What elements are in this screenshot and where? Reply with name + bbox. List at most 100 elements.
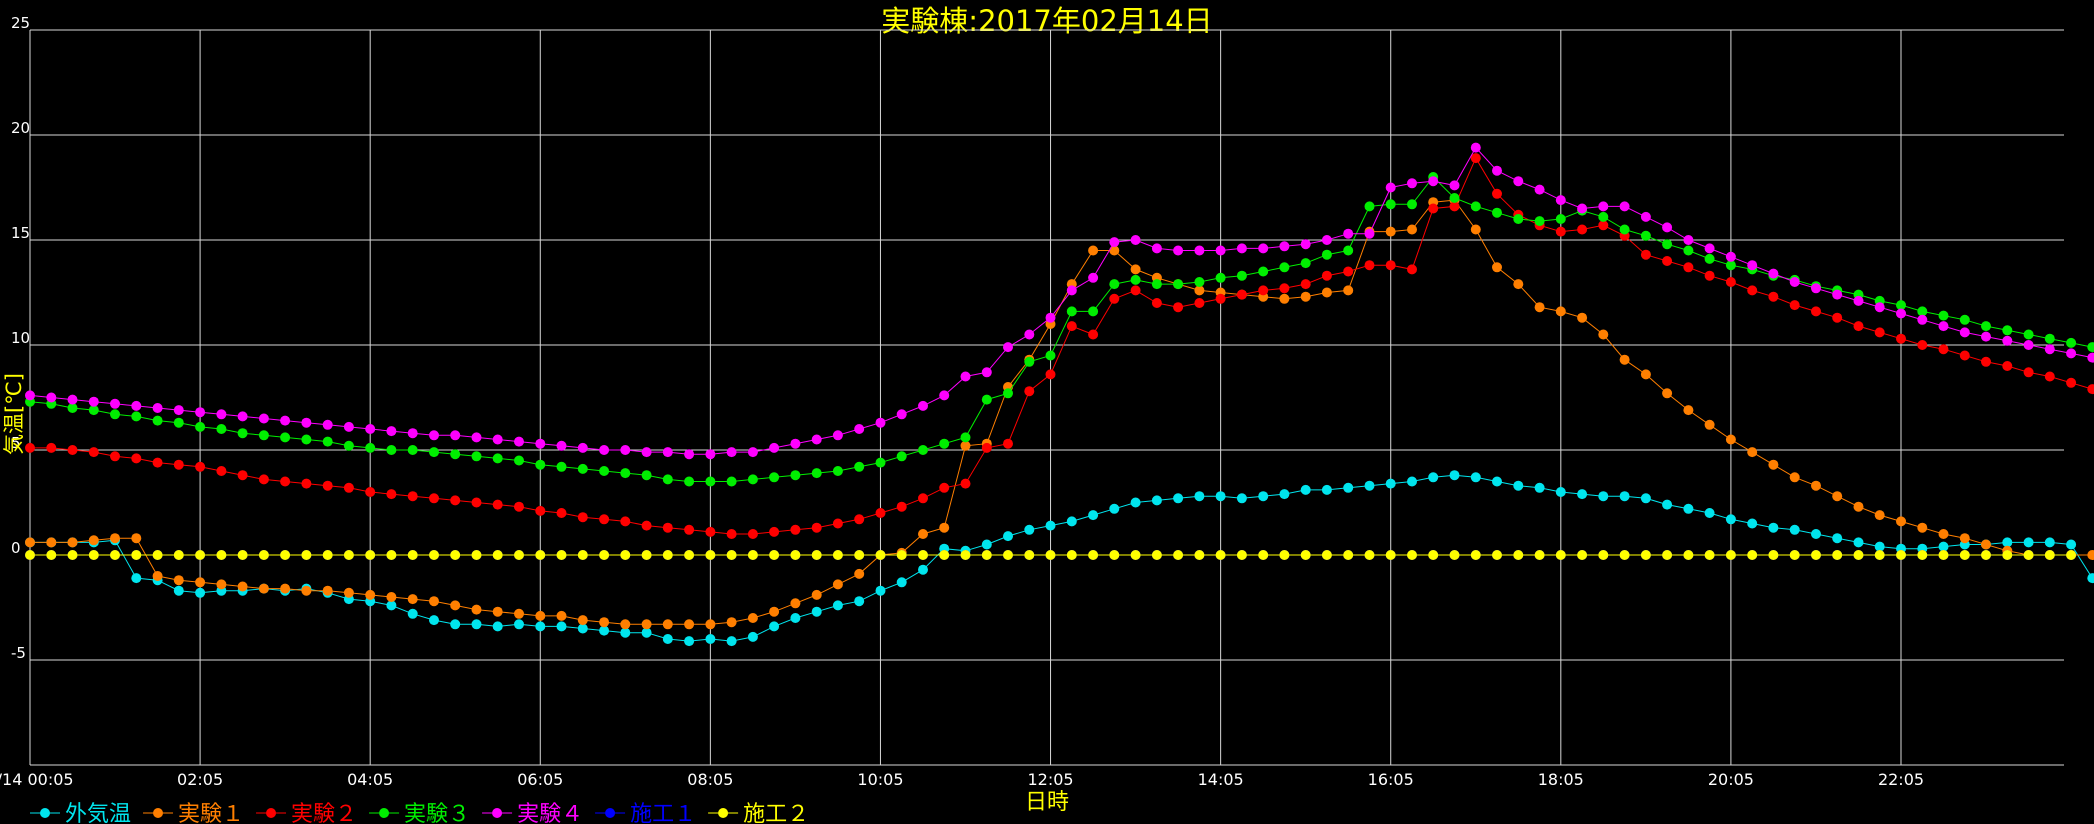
data-point <box>471 550 482 560</box>
legend-item: 施工１ <box>595 802 696 824</box>
legend-label: 実験４ <box>517 802 583 824</box>
data-point <box>599 617 610 628</box>
data-point <box>1300 239 1311 250</box>
data-point <box>1130 274 1141 285</box>
data-point <box>1130 285 1141 296</box>
data-point <box>237 550 248 560</box>
data-point <box>343 440 354 451</box>
data-point <box>1364 228 1375 239</box>
data-point <box>386 426 397 437</box>
data-point <box>1194 491 1205 502</box>
data-point <box>2002 335 2013 346</box>
data-point <box>1725 260 1736 271</box>
data-point <box>237 411 248 422</box>
data-point <box>46 392 57 403</box>
data-point <box>960 478 971 489</box>
data-point <box>195 577 206 588</box>
data-point <box>301 417 312 428</box>
data-point <box>2044 371 2055 382</box>
data-point <box>684 550 695 560</box>
data-point <box>1300 258 1311 269</box>
data-point <box>1917 522 1928 533</box>
data-point <box>1321 235 1332 245</box>
data-point <box>2087 342 2094 353</box>
data-point <box>365 487 376 497</box>
data-point <box>407 491 418 502</box>
data-point <box>1130 497 1141 508</box>
data-point <box>1130 550 1141 560</box>
legend: 外気温 実験１ 実験２ 実験３ 実験４ 施工１ 施工２ <box>30 802 809 824</box>
data-point <box>2066 337 2077 348</box>
data-point <box>747 631 758 642</box>
data-point <box>1640 369 1651 380</box>
data-point <box>514 436 524 447</box>
data-point <box>939 482 950 493</box>
data-point <box>1407 178 1417 189</box>
data-point <box>1555 195 1566 206</box>
data-point <box>747 447 758 458</box>
data-point <box>577 550 588 560</box>
data-point <box>280 476 291 487</box>
data-point <box>1045 350 1056 361</box>
legend-label: 外気温 <box>65 802 131 824</box>
data-point <box>1981 539 1991 550</box>
data-point <box>46 550 57 560</box>
data-point <box>429 493 439 504</box>
data-point <box>1194 550 1205 560</box>
data-point <box>2066 539 2077 550</box>
data-point <box>981 550 992 560</box>
data-point <box>386 445 397 455</box>
data-point <box>577 623 588 634</box>
data-point <box>896 409 907 420</box>
data-point <box>25 442 35 453</box>
data-point <box>514 550 524 560</box>
data-point <box>1151 243 1162 254</box>
data-point <box>1768 550 1779 560</box>
data-point <box>726 617 737 628</box>
data-point <box>1811 283 1821 294</box>
data-point <box>1151 279 1162 290</box>
data-point <box>1385 550 1396 560</box>
data-point <box>152 550 163 560</box>
data-point <box>1321 550 1332 560</box>
data-point <box>1024 550 1035 560</box>
data-point <box>1896 308 1906 319</box>
data-point <box>301 550 312 560</box>
data-point <box>110 398 120 409</box>
data-point <box>684 524 695 535</box>
data-point <box>280 550 291 560</box>
data-point <box>1194 277 1205 287</box>
data-point <box>854 514 865 525</box>
data-point <box>1194 245 1205 256</box>
data-point <box>1938 321 1949 332</box>
data-point <box>429 550 439 560</box>
data-point <box>407 594 418 605</box>
data-point <box>1811 529 1821 539</box>
data-point <box>705 550 716 560</box>
data-point <box>1853 501 1864 512</box>
data-point <box>1470 550 1481 560</box>
data-point <box>811 589 822 600</box>
data-point <box>1109 550 1120 560</box>
data-point <box>1066 285 1077 296</box>
data-point <box>1981 321 1991 332</box>
data-point <box>1577 224 1588 235</box>
data-point <box>131 453 142 464</box>
data-point <box>1385 478 1396 489</box>
data-point <box>1470 142 1481 153</box>
data-point <box>1066 306 1077 317</box>
series-line <box>30 157 2094 535</box>
data-point <box>599 550 610 560</box>
data-point <box>1492 188 1502 199</box>
data-point <box>237 470 248 481</box>
data-point <box>1704 508 1715 518</box>
data-point <box>514 501 524 512</box>
data-point <box>173 417 184 428</box>
data-point <box>556 508 567 518</box>
data-point <box>1300 291 1311 302</box>
data-point <box>556 621 567 632</box>
data-point <box>1343 245 1354 256</box>
data-point <box>939 522 950 533</box>
data-point <box>1577 550 1588 560</box>
data-point <box>407 550 418 560</box>
